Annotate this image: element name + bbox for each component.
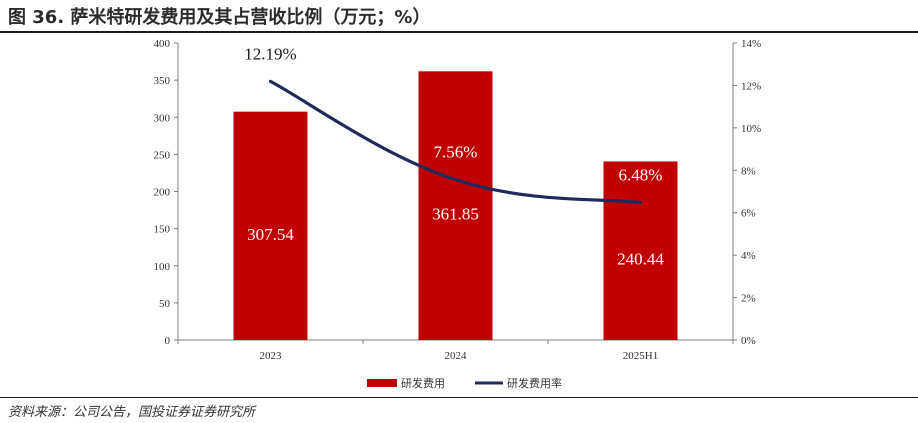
x-tick-label: 2025H1	[623, 350, 658, 362]
legend: 研发费用 研发费用率	[367, 376, 562, 390]
rate-line-point	[269, 79, 272, 83]
rate-value-label: 7.56%	[434, 143, 478, 162]
bottom-rule	[0, 397, 918, 398]
left-tick-label: 50	[159, 298, 171, 310]
left-tick-label: 250	[154, 149, 171, 161]
bar-value-label: 361.85	[432, 205, 479, 224]
source-note: 资料来源：公司公告，国投证券证券研究所	[8, 405, 256, 420]
left-tick-label: 300	[154, 112, 171, 124]
bar-value-label: 307.54	[247, 225, 294, 244]
right-tick-label: 12%	[741, 80, 761, 92]
right-tick-label: 0%	[741, 335, 756, 347]
rate-value-label: 12.19%	[244, 44, 296, 63]
bar	[418, 71, 493, 340]
rate-line-point	[454, 178, 457, 182]
bar	[603, 161, 678, 340]
top-rule	[0, 31, 918, 33]
right-tick-label: 8%	[741, 165, 756, 177]
right-tick-label: 4%	[741, 250, 756, 262]
legend-label-line: 研发费用率	[507, 376, 562, 390]
bars	[233, 71, 678, 340]
x-tick-label: 2024	[445, 350, 468, 362]
left-tick-label: 350	[154, 75, 171, 87]
right-tick-label: 14%	[741, 38, 761, 50]
data-labels: 307.54 361.85 240.44 12.19% 7.56% 6.48%	[244, 44, 664, 268]
rate-value-label: 6.48%	[619, 166, 663, 185]
left-tick-label: 100	[154, 261, 171, 273]
legend-swatch-bar	[367, 379, 397, 387]
chart-title: 图 36. 萨米特研发费用及其占营收比例（万元；%）	[8, 7, 431, 28]
bar	[233, 111, 308, 340]
left-tick-label: 0	[165, 335, 171, 347]
x-tick-label: 2023	[260, 350, 283, 362]
left-tick-label: 150	[154, 224, 171, 236]
rate-line	[268, 79, 643, 205]
legend-label-bar: 研发费用	[401, 376, 445, 390]
left-tick-label: 200	[154, 187, 171, 199]
bar-value-label: 240.44	[617, 250, 664, 269]
right-tick-label: 2%	[741, 293, 756, 305]
right-tick-label: 10%	[741, 123, 761, 135]
right-tick-label: 6%	[741, 208, 756, 220]
left-tick-label: 400	[154, 38, 171, 50]
rate-line-point	[639, 201, 642, 205]
